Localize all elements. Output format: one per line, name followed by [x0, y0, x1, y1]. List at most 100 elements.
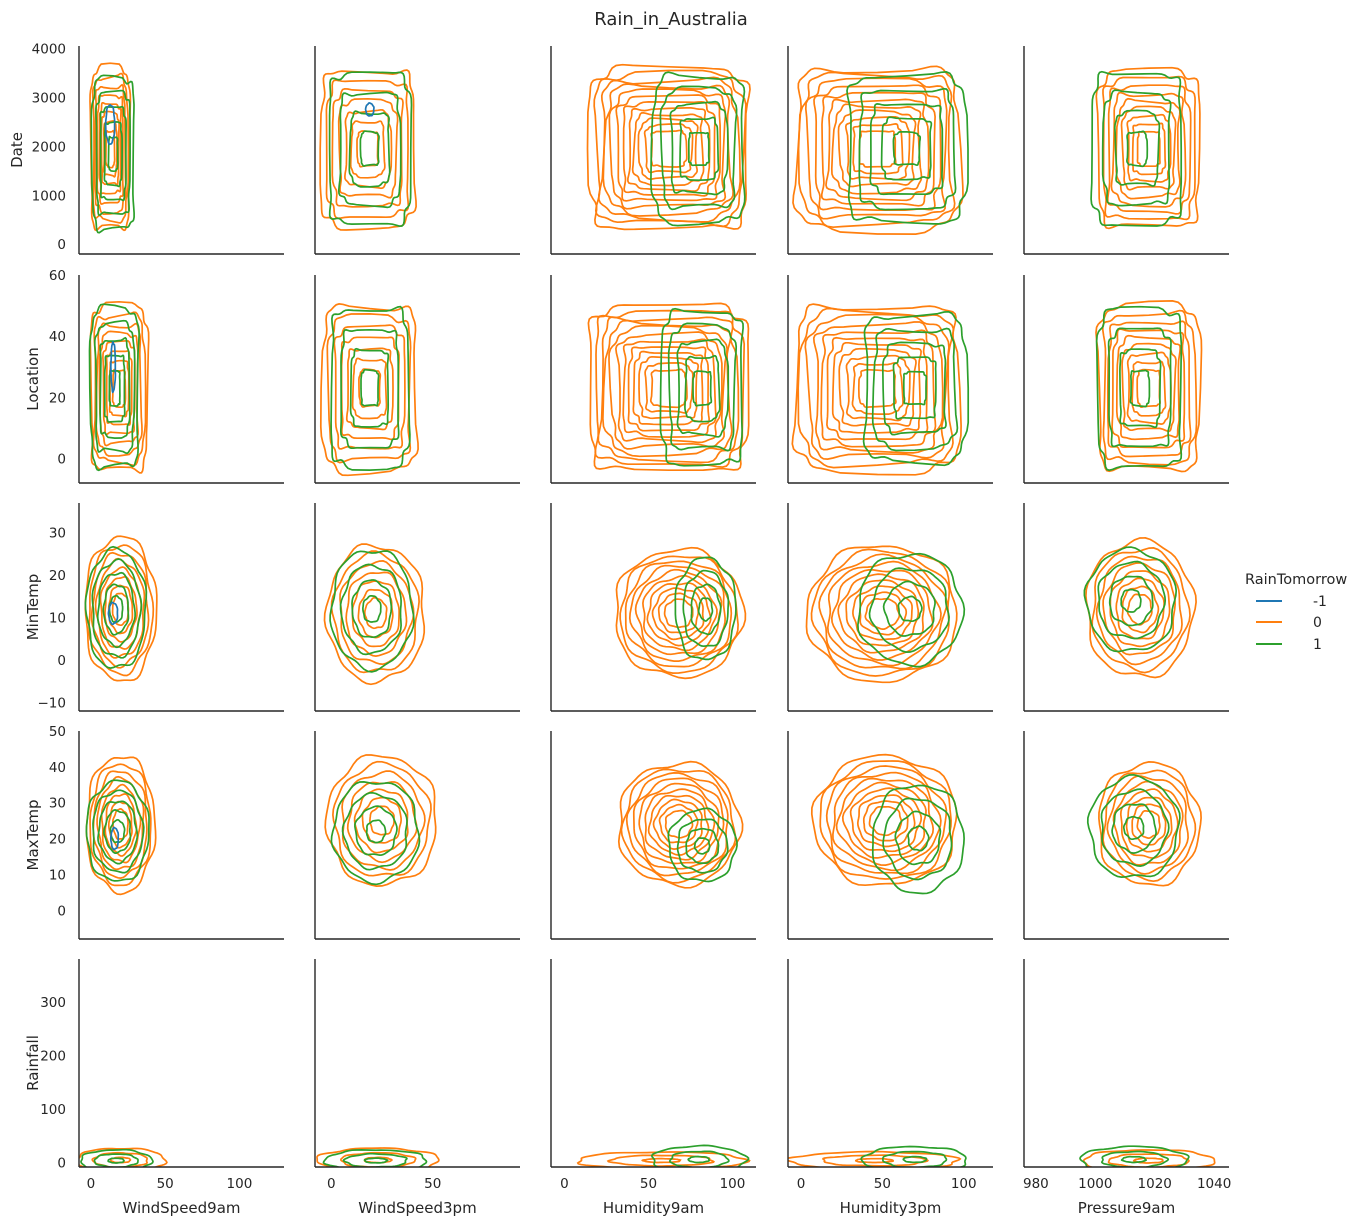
- kde-contour-rain-0-level-2: [818, 553, 948, 670]
- kde-contour-rain-1-level-1: [882, 1150, 948, 1167]
- kde-contour-rain-1-level-3: [1122, 815, 1145, 841]
- contours: [319, 303, 419, 477]
- kde-contour-rain-0-level-1: [1091, 547, 1191, 674]
- kde-contour-rain-1-level-3: [897, 595, 923, 623]
- kde-contour-rain-1-level-1: [682, 569, 730, 648]
- panel-mintemp-vs-humidity9am: [550, 503, 756, 712]
- kde-contour-rain-0-level-2: [1106, 775, 1189, 875]
- kde-contour-rain-0-level-4: [353, 788, 409, 854]
- y-axis-label-date: Date: [8, 132, 26, 168]
- contours: [316, 1147, 440, 1167]
- y-tick-label: 100: [40, 1102, 66, 1118]
- kde-contour-rain-0-level-8: [1136, 130, 1161, 168]
- kde-contour-rain-0-level-9: [664, 809, 694, 839]
- kde-contour-rain-0-level-5: [349, 120, 386, 179]
- panel-maxtemp-vs-humidity3pm: [787, 731, 993, 940]
- kde-contour-rain-0-level-0: [1095, 300, 1203, 473]
- contours: [79, 1147, 168, 1167]
- kde-contour-rain-0-level-0: [810, 753, 958, 887]
- x-tick-label: 50: [424, 1176, 441, 1192]
- kde-contour-rain-0-level-1: [819, 760, 952, 880]
- kde-contour-rain-0-level-1: [332, 760, 432, 877]
- kde-contour-rain-0-level-3: [98, 330, 139, 447]
- kde-contour-rain-1-level-2: [363, 1157, 389, 1164]
- kde-contour-rain-0-level-0: [324, 754, 437, 887]
- contours: [576, 1144, 751, 1167]
- kde-contour-rain-1-level-4: [902, 370, 928, 406]
- contours: [788, 1145, 967, 1167]
- kde-contour-rain-1-level-2: [687, 1155, 710, 1164]
- kde-contour-rain-0-level-1: [88, 544, 155, 677]
- kde-contour-rain-0-level-10: [643, 123, 694, 174]
- kde-contour-rain-1-level-1: [868, 567, 950, 653]
- panel-location-vs-windspeed9am: 0 20 40 60 Location: [24, 268, 284, 484]
- kde-contour-rain-1-level-2: [676, 338, 730, 438]
- kde-contour-rain-0-level-3: [94, 557, 146, 659]
- kde-contour-rain-0-level-9: [868, 805, 903, 837]
- kde-contour-rain-0-level-9: [637, 117, 699, 180]
- kde-contour-rain-0-level-1: [1107, 1153, 1190, 1167]
- y-tick-label: 4000: [32, 41, 66, 57]
- panel-location-vs-humidity9am: [550, 275, 756, 484]
- kde-contour-rain-1-level-0: [857, 552, 966, 668]
- kde-contour-rain-1-level-2: [902, 1155, 928, 1164]
- y-tick-label: 0: [57, 653, 66, 669]
- x-tick-label: 0: [87, 1176, 96, 1192]
- kde-contour-rain-1-level-2: [1119, 348, 1162, 429]
- kde-contour-rain-0-level-3: [602, 83, 734, 217]
- x-axis-label-windspeed3pm: WindSpeed3pm: [358, 1199, 476, 1217]
- kde-contour-rain-0-level-3: [337, 97, 399, 199]
- kde-contour-rain-0-level-2: [1095, 555, 1183, 666]
- x-tick-label: 0: [560, 1176, 569, 1192]
- kde-contour-rain-0-level-3: [1111, 328, 1186, 449]
- kde-contour-rain-0-level-10: [857, 368, 897, 409]
- kde-contour-rain-1-level-2: [869, 103, 944, 196]
- y-tick-label: 1000: [32, 188, 66, 204]
- contours: [791, 303, 970, 476]
- y-tick-label: −10: [38, 696, 67, 712]
- x-tick-label: 50: [157, 1176, 174, 1192]
- kde-contour-rain-1-level-0: [90, 74, 135, 234]
- kde-contour-rain-0-level-0: [323, 543, 426, 686]
- kde-contour-rain-0-level-5: [1121, 342, 1177, 433]
- kde-contour-rain-1-level-2: [107, 1157, 125, 1164]
- kde-contour-rain-1-level-3: [892, 356, 937, 420]
- kde-contour-rain-0-level-2: [825, 765, 948, 875]
- legend-label-0: 0: [1313, 615, 1322, 631]
- kde-contour-rain-0-level-4: [820, 91, 936, 207]
- kde-contour-rain-0-level-6: [358, 368, 382, 408]
- kde-contour-rain-1-level-4: [692, 370, 713, 407]
- kde-contour-rain-1-level-4: [108, 594, 124, 623]
- y-tick-label: 0: [57, 452, 66, 468]
- kde-contour-rain-1-level-2: [97, 800, 139, 865]
- contours: [324, 754, 437, 887]
- kde-contour-rain-0-level-3: [1102, 562, 1176, 656]
- legend: RainTomorrow -1 0 1: [1245, 572, 1347, 653]
- kde-contour-rain-1-level-1: [339, 563, 402, 656]
- panel-location-vs-windspeed3pm: [314, 275, 520, 484]
- kde-contour-rain-0-level-3: [832, 771, 942, 872]
- kde-contour-rain-1-level-2: [690, 583, 722, 636]
- kde-contour-rain--1-level-0: [104, 103, 116, 146]
- kde-contour-rain-1-level-0: [1086, 773, 1181, 878]
- kde-contour-rain-0-level-8: [658, 803, 699, 844]
- contours: [1095, 300, 1203, 473]
- x-tick-label: 1020: [1138, 1176, 1172, 1192]
- kde-contour-rain-0-level-5: [1115, 577, 1165, 640]
- kde-contour-rain-1-level-0: [328, 71, 413, 227]
- kde-contour-rain-0-level-4: [638, 782, 720, 865]
- kde-contour-rain-0-level-1: [619, 555, 739, 674]
- x-axis-label-pressure9am: Pressure9am: [1078, 1199, 1175, 1217]
- kde-contour-rain-0-level-4: [820, 329, 937, 448]
- kde-contour-rain-1-level-2: [669, 100, 729, 196]
- x-tick-label: 100: [227, 1176, 253, 1192]
- kde-contour-rain-1-level-2: [354, 805, 398, 856]
- kde-contour-rain-1-level-1: [1101, 89, 1172, 207]
- kde-contour-rain-0-level-2: [641, 1157, 682, 1164]
- kde-contour-rain--1-level-0: [109, 341, 117, 394]
- kde-contour-rain-0-level-2: [597, 316, 740, 464]
- kde-contour-rain-0-level-2: [625, 772, 729, 877]
- legend-label-neg1: -1: [1313, 594, 1327, 610]
- y-tick-label: 30: [49, 796, 66, 812]
- kde-contour-rain-1-level-2: [99, 105, 127, 202]
